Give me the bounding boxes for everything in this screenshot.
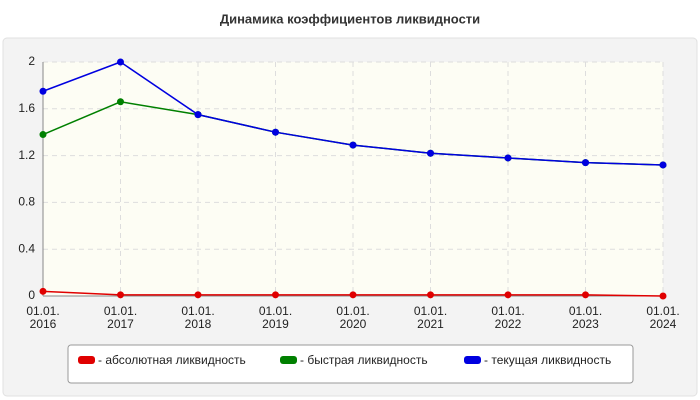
data-point — [504, 291, 512, 299]
data-point — [349, 291, 357, 299]
legend — [67, 344, 634, 384]
data-point — [117, 58, 124, 66]
y-tick-label: 0.4 — [18, 241, 35, 255]
data-point — [427, 149, 434, 157]
data-point — [272, 128, 279, 136]
y-tick-label: 1.2 — [18, 148, 35, 162]
data-point — [582, 291, 589, 299]
data-point — [117, 98, 124, 106]
x-tick-label: 01.01. 2021 — [414, 304, 447, 331]
x-tick-label: 01.01. 2023 — [569, 304, 602, 331]
data-point — [39, 131, 47, 139]
data-point — [39, 287, 47, 295]
legend-swatch — [464, 356, 481, 364]
legend-swatch — [78, 356, 95, 364]
y-tick-label: 0.8 — [18, 195, 35, 209]
x-tick-label: 01.01. 2017 — [104, 304, 137, 331]
data-point — [659, 292, 667, 300]
y-tick-label: 1.6 — [18, 101, 35, 115]
legend-label: - текущая ликвидность — [484, 353, 611, 367]
data-point — [117, 291, 124, 299]
data-point — [427, 291, 434, 299]
data-point — [582, 159, 589, 167]
data-point — [659, 161, 667, 169]
x-tick-label: 01.01. 2018 — [181, 304, 214, 331]
data-point — [39, 87, 47, 95]
data-point — [349, 141, 357, 149]
y-tick-label: 0 — [28, 288, 35, 302]
x-tick-label: 01.01. 2022 — [491, 304, 524, 331]
x-tick-label: 01.01. 2019 — [259, 304, 292, 331]
legend-swatch — [280, 356, 297, 364]
x-tick-label: 01.01. 2020 — [336, 304, 369, 331]
data-point — [504, 154, 512, 162]
legend-label: - быстрая ликвидность — [300, 353, 428, 367]
data-point — [194, 111, 202, 119]
x-tick-label: 01.01. 2016 — [26, 304, 59, 331]
chart-title: Динамика коэффициентов ликвидности — [220, 11, 480, 26]
y-tick-label: 2 — [28, 54, 35, 68]
data-point — [272, 291, 279, 299]
x-tick-label: 01.01. 2024 — [646, 304, 679, 331]
legend-label: - абсолютная ликвидность — [98, 353, 246, 367]
data-point — [194, 291, 202, 299]
